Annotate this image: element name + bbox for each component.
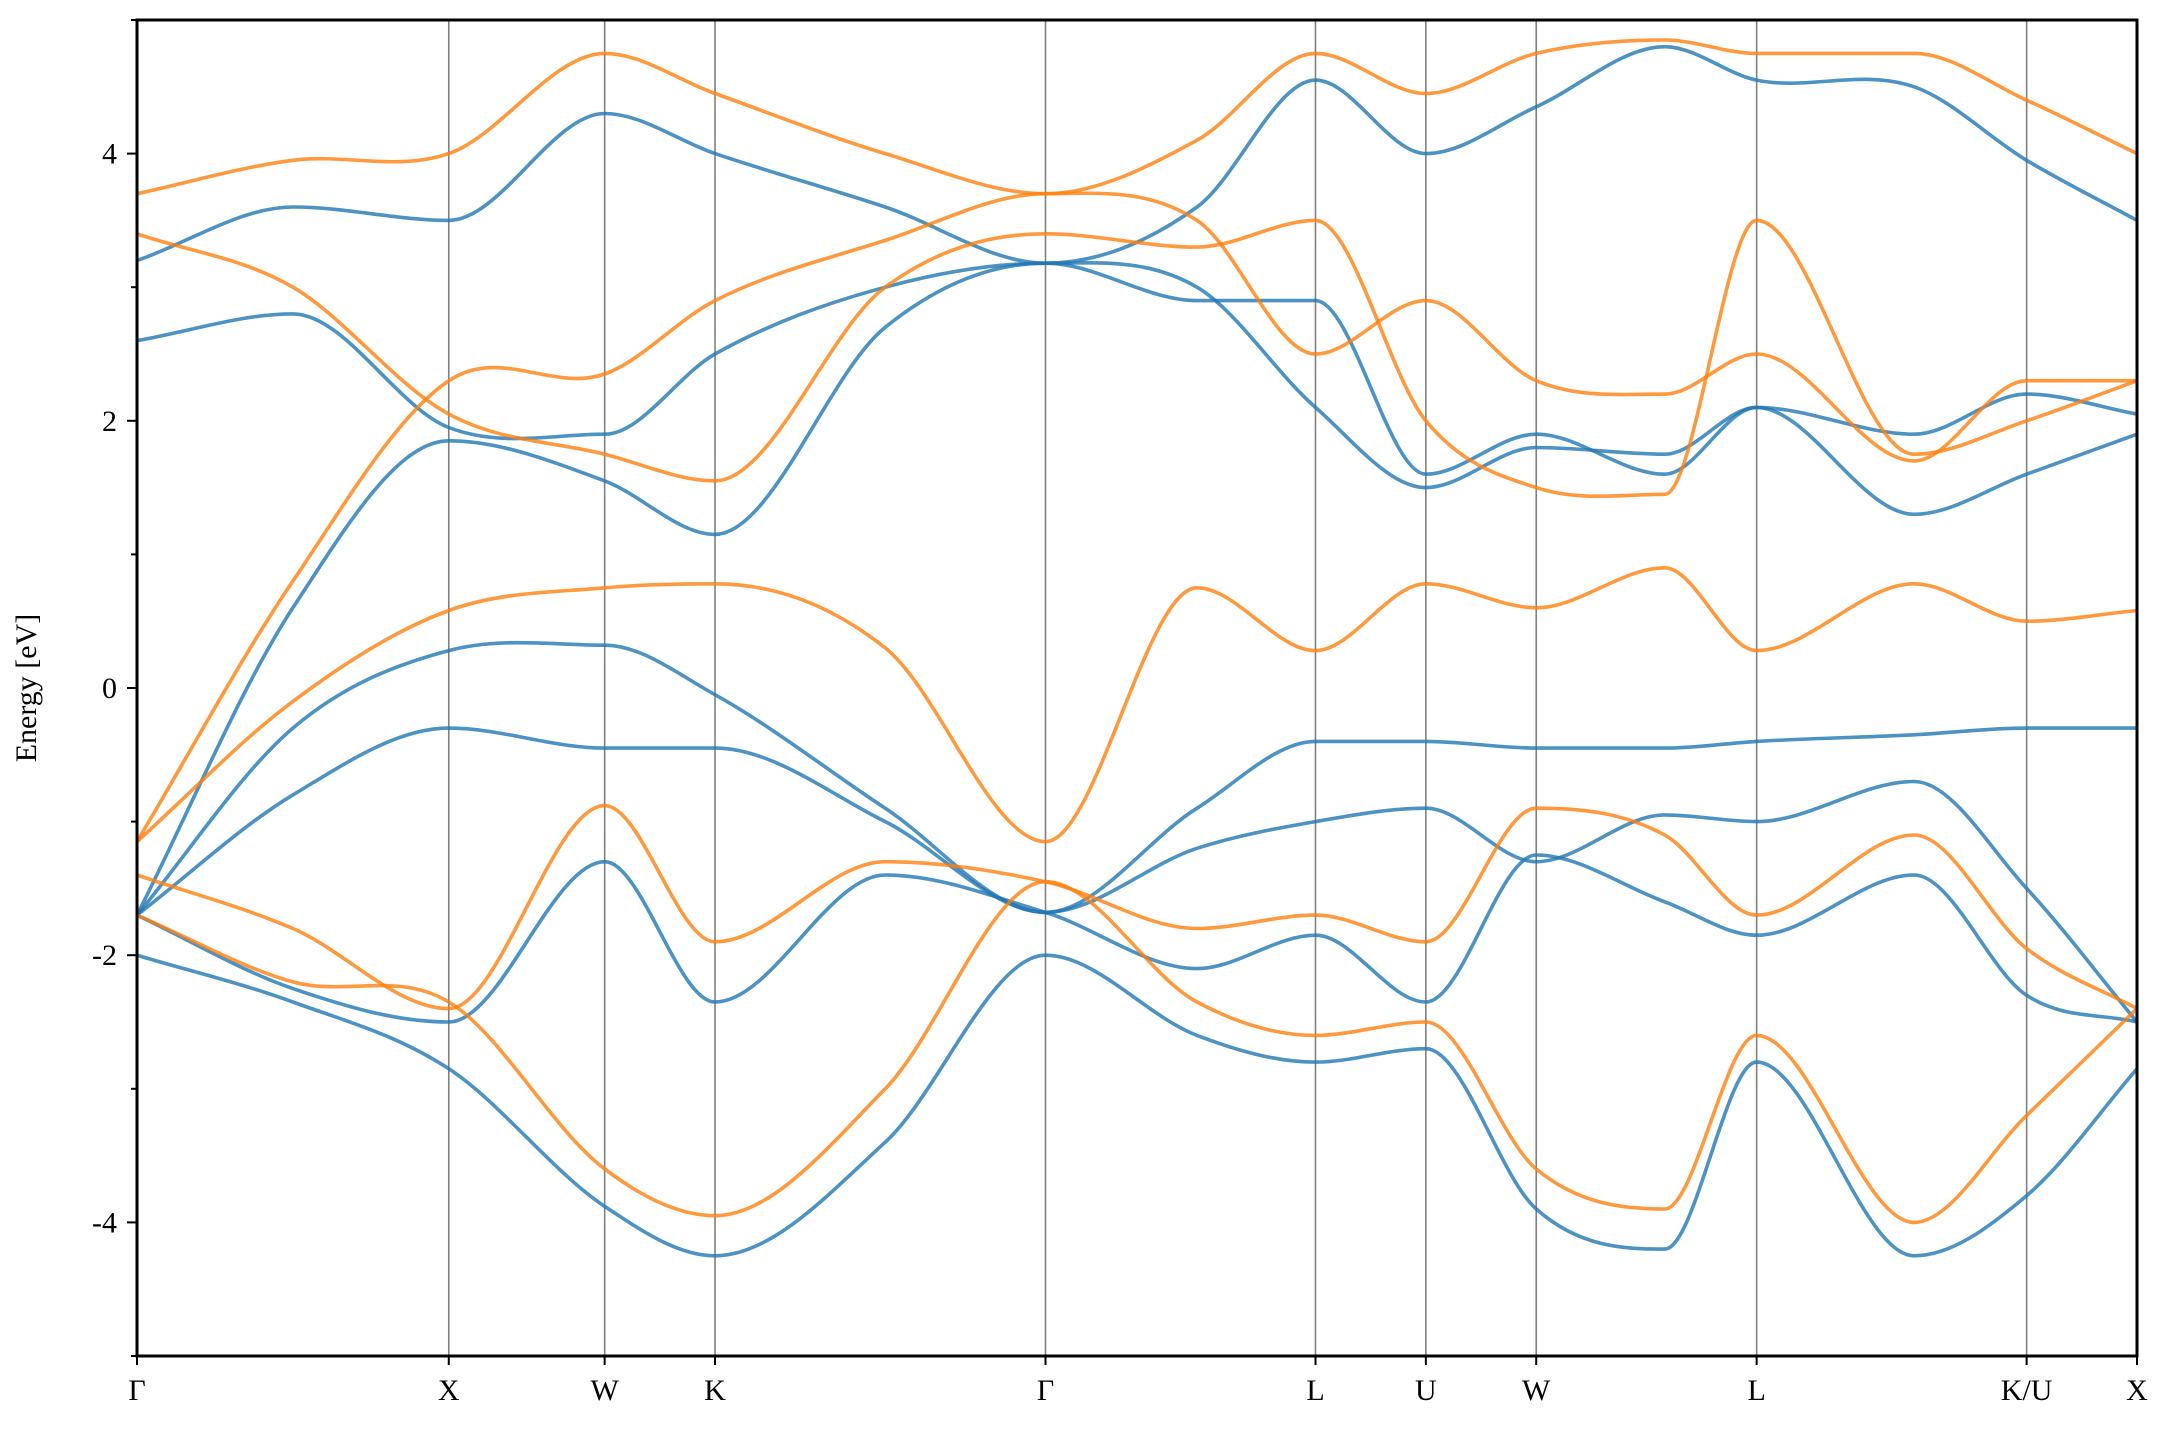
- y-axis-ticks: -4 -2 0 2 4: [92, 19, 137, 1357]
- band-line-spin-up: [137, 640, 2137, 917]
- y-tick-label: 4: [102, 138, 117, 171]
- y-tick-label: 0: [102, 672, 117, 705]
- bands: [137, 38, 2137, 1258]
- band-line-spin-down: [137, 191, 2137, 843]
- band-line-spin-down: [137, 803, 2137, 1011]
- x-tick-label: K: [704, 1374, 726, 1407]
- x-axis-ticks: Γ X W K Γ L U W L K/U X: [128, 1356, 2148, 1407]
- y-tick-label: 2: [102, 405, 117, 438]
- x-tick-label: L: [1306, 1374, 1324, 1407]
- band-line-spin-down: [137, 38, 2137, 196]
- y-axis-label: Energy [eV]: [10, 614, 43, 763]
- x-tick-label: W: [1522, 1374, 1551, 1407]
- band-line-spin-up: [137, 260, 2137, 490]
- band-line-spin-up: [137, 44, 2137, 265]
- band-line-spin-up: [137, 261, 2137, 916]
- x-tick-label: Γ: [128, 1374, 145, 1407]
- y-tick-label: -4: [92, 1206, 117, 1239]
- x-tick-label: L: [1747, 1374, 1765, 1407]
- x-tick-label: X: [438, 1374, 460, 1407]
- band-line-spin-up: [137, 853, 2137, 1024]
- band-line-spin-down: [137, 879, 2137, 1225]
- x-tick-label: U: [1415, 1374, 1437, 1407]
- x-tick-label: Γ: [1037, 1374, 1054, 1407]
- band-line-spin-up: [137, 953, 2137, 1258]
- band-line-spin-down: [137, 218, 2137, 499]
- k-point-lines: [447, 20, 2028, 1356]
- y-tick-label: -2: [92, 939, 117, 972]
- x-tick-label: K/U: [2001, 1374, 2053, 1407]
- x-tick-label: W: [590, 1374, 619, 1407]
- x-tick-label: X: [2126, 1374, 2148, 1407]
- band-line-spin-up: [137, 726, 2137, 1024]
- band-line-spin-down: [137, 566, 2137, 844]
